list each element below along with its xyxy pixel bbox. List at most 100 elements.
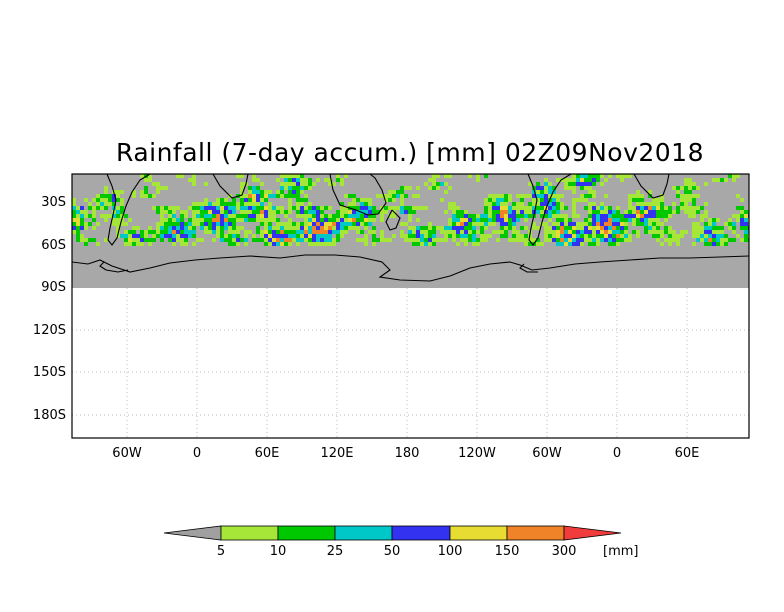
- rain-cell: [700, 230, 704, 234]
- rain-cell: [476, 214, 480, 218]
- rain-cell: [176, 230, 180, 234]
- rain-cell: [156, 206, 160, 210]
- rain-cell: [676, 238, 680, 242]
- rain-cell: [480, 234, 484, 238]
- rain-cell: [580, 226, 584, 230]
- rain-cell: [360, 230, 364, 234]
- rain-cell: [240, 214, 244, 218]
- rain-cell: [640, 206, 644, 210]
- rain-cell: [104, 206, 108, 210]
- rain-cell: [576, 238, 580, 242]
- rain-cell: [292, 186, 296, 190]
- rain-cell: [572, 174, 576, 178]
- rain-cell: [116, 190, 120, 194]
- rain-cell: [212, 202, 216, 206]
- rain-cell: [380, 234, 384, 238]
- rain-cell: [328, 238, 332, 242]
- rain-cell: [80, 226, 84, 230]
- rain-cell: [200, 218, 204, 222]
- rain-cell: [588, 210, 592, 214]
- rain-cell: [452, 202, 456, 206]
- rain-cell: [312, 182, 316, 186]
- rain-cell: [512, 214, 516, 218]
- rain-cell: [312, 230, 316, 234]
- rain-cell: [508, 238, 512, 242]
- lat-label-150s: 150S: [33, 365, 66, 380]
- rain-cell: [492, 198, 496, 202]
- rain-cell: [596, 226, 600, 230]
- rain-cell: [84, 210, 88, 214]
- rain-cell: [640, 198, 644, 202]
- rain-cell: [244, 238, 248, 242]
- rain-cell: [236, 230, 240, 234]
- grid-lines: [72, 288, 749, 438]
- rain-cell: [404, 234, 408, 238]
- rain-cell: [644, 226, 648, 230]
- rain-cell: [500, 214, 504, 218]
- rain-cell: [260, 198, 264, 202]
- rain-cell: [468, 230, 472, 234]
- rain-cell: [476, 218, 480, 222]
- rain-cell: [608, 214, 612, 218]
- rain-cell: [160, 222, 164, 226]
- rain-cell: [284, 194, 288, 198]
- rain-cell: [224, 206, 228, 210]
- rain-cell: [652, 206, 656, 210]
- rain-cell: [316, 222, 320, 226]
- rain-cell: [224, 238, 228, 242]
- rain-cell: [208, 218, 212, 222]
- rain-cell: [604, 234, 608, 238]
- rain-cell: [616, 222, 620, 226]
- rain-cell: [296, 182, 300, 186]
- rain-cell: [444, 238, 448, 242]
- rain-cell: [248, 186, 252, 190]
- rain-cell: [712, 222, 716, 226]
- rain-cell: [136, 226, 140, 230]
- rain-cell: [400, 222, 404, 226]
- rain-cell: [644, 230, 648, 234]
- rain-cell: [456, 214, 460, 218]
- rain-cell: [340, 202, 344, 206]
- rain-cell: [360, 198, 364, 202]
- rain-cell: [424, 206, 428, 210]
- rain-cell: [268, 206, 272, 210]
- rain-cell: [228, 206, 232, 210]
- rain-cell: [320, 218, 324, 222]
- rain-cell: [556, 206, 560, 210]
- rain-cell: [548, 210, 552, 214]
- rain-cell: [564, 206, 568, 210]
- rain-cell: [224, 234, 228, 238]
- lon-label-0-2: 0: [613, 446, 621, 461]
- rain-cell: [448, 230, 452, 234]
- rain-cell: [84, 226, 88, 230]
- rain-cell: [316, 206, 320, 210]
- rain-cell: [140, 242, 144, 246]
- rain-cell: [292, 178, 296, 182]
- rain-cell: [204, 210, 208, 214]
- colorbar: 5 10 25 50 100 150 300 [mm]: [163, 525, 638, 559]
- rain-cell: [92, 226, 96, 230]
- rain-cell: [584, 194, 588, 198]
- rain-cell: [532, 238, 536, 242]
- rain-cell: [532, 206, 536, 210]
- rain-cell: [720, 234, 724, 238]
- rain-cell: [96, 222, 100, 226]
- rain-cell: [180, 242, 184, 246]
- rain-cell: [276, 238, 280, 242]
- rain-cell: [504, 194, 508, 198]
- rain-cell: [484, 238, 488, 242]
- rain-cell: [212, 238, 216, 242]
- rain-cell: [104, 214, 108, 218]
- rain-cell: [260, 206, 264, 210]
- rain-cell: [456, 222, 460, 226]
- rain-cell: [272, 226, 276, 230]
- rain-cell: [232, 234, 236, 238]
- rain-cell: [192, 222, 196, 226]
- rain-cell: [292, 190, 296, 194]
- rain-cell: [584, 174, 588, 178]
- rain-cell: [432, 174, 436, 178]
- rain-cell: [620, 218, 624, 222]
- rain-cell: [552, 230, 556, 234]
- rain-cell: [452, 226, 456, 230]
- rain-cell: [508, 218, 512, 222]
